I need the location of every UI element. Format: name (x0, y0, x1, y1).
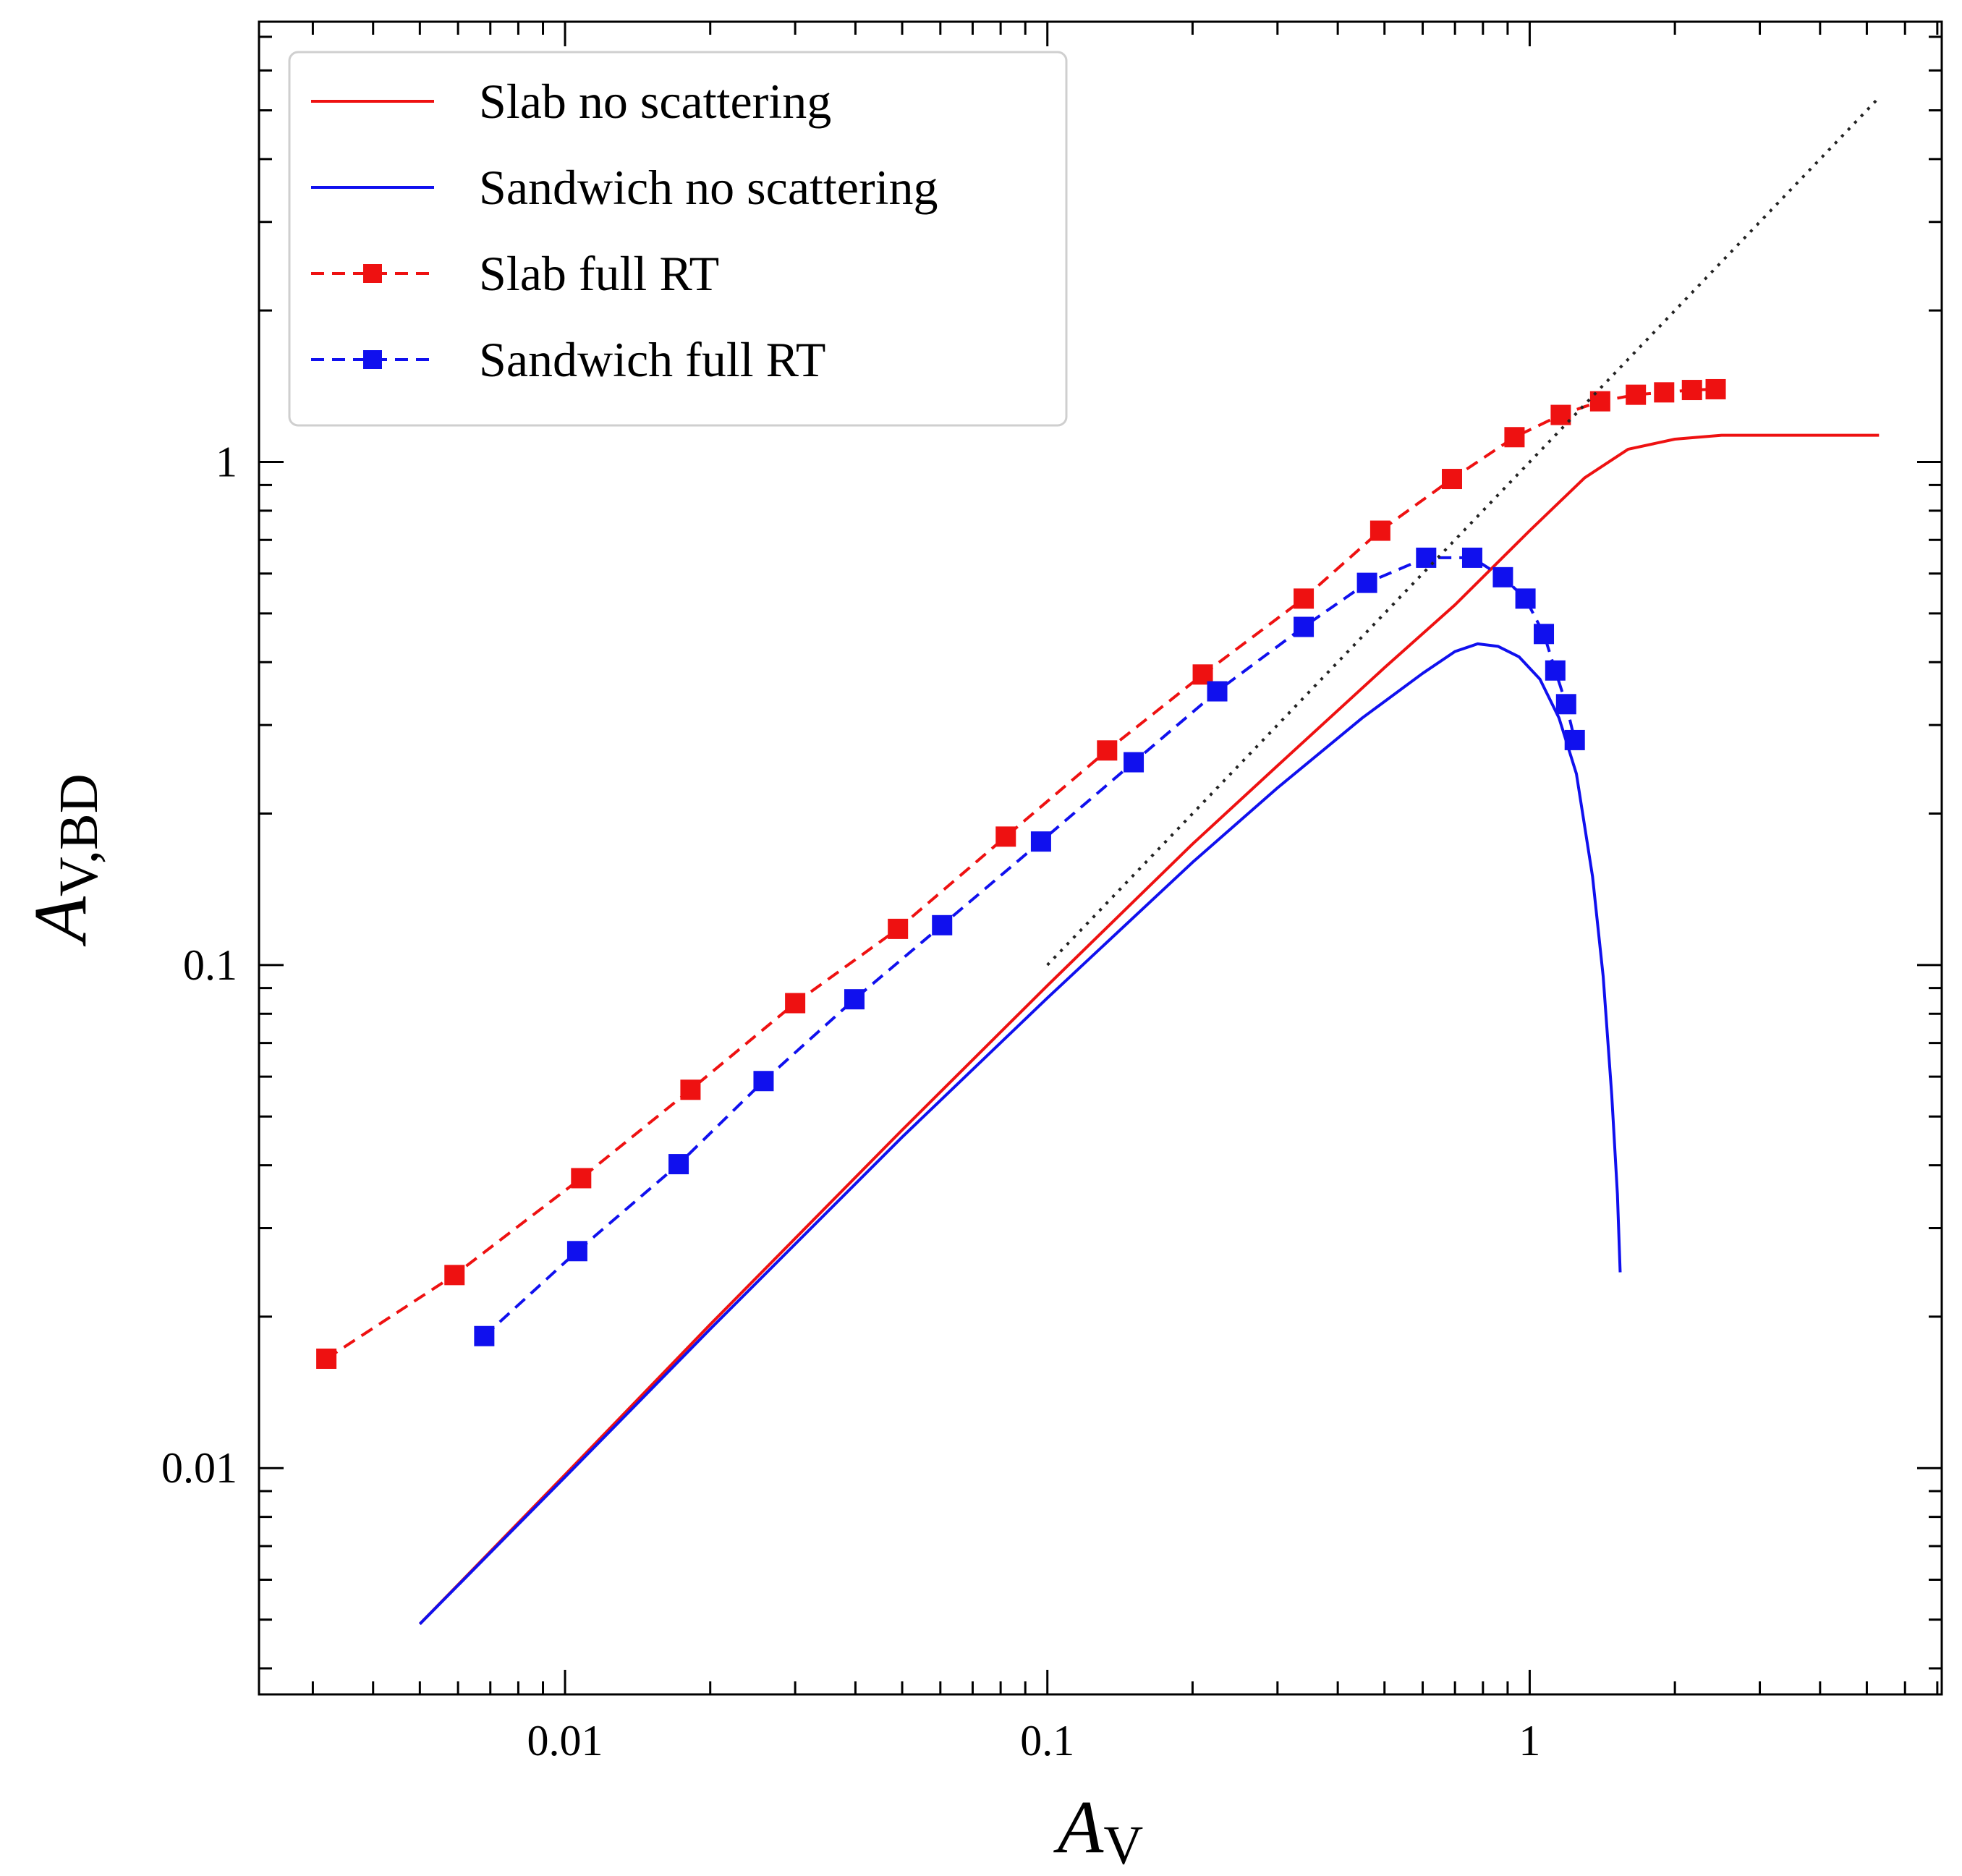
y-tick-label: 1 (216, 438, 237, 485)
series-layer (316, 96, 1880, 1626)
x-tick-label: 0.01 (527, 1717, 603, 1765)
series-marker-sandwich-full-rt (1461, 547, 1482, 568)
x-tick-label: 1 (1519, 1717, 1540, 1765)
series-marker-sandwich-full-rt (1492, 566, 1513, 587)
series-marker-sandwich-full-rt (1030, 831, 1051, 852)
plot-frame (258, 20, 1943, 1696)
series-marker-sandwich-full-rt (753, 1071, 774, 1092)
series-line-1-1-line (1046, 96, 1880, 967)
series-line-slab-full-rt (326, 388, 1716, 1360)
x-axis-label: AV (1053, 1786, 1144, 1876)
series-marker-sandwich-full-rt (474, 1325, 495, 1346)
series-line-slab-no-scattering (418, 433, 1880, 1626)
series-marker-sandwich-full-rt (1356, 572, 1377, 593)
axis-labels: 0.01 0.1 1 0.01 0.1 1 AV AV,BD (19, 438, 1540, 1876)
y-tick-label: 0.01 (161, 1444, 237, 1492)
legend-marker-sandwich-full-rt (363, 350, 382, 369)
legend-marker-slab-full-rt (363, 264, 382, 283)
series-marker-slab-full-rt (1626, 384, 1647, 405)
series-marker-slab-full-rt (995, 826, 1016, 847)
series-marker-sandwich-full-rt (1534, 624, 1555, 645)
series-marker-sandwich-full-rt (1555, 694, 1576, 715)
series-line-sandwich-full-rt (483, 556, 1576, 1338)
legend-label-sandwich-no-scattering: Sandwich no scattering (479, 160, 938, 215)
series-marker-slab-full-rt (888, 918, 909, 939)
series-marker-sandwich-full-rt (932, 914, 953, 935)
series-marker-slab-full-rt (1550, 404, 1571, 425)
series-marker-slab-full-rt (1294, 588, 1315, 609)
axis-ticks (259, 22, 1942, 1694)
y-axis-label: AV,BD (19, 773, 109, 946)
series-marker-slab-full-rt (1681, 380, 1702, 401)
series-marker-slab-full-rt (1369, 520, 1390, 541)
legend: Slab no scattering Sandwich no scattering… (288, 51, 1068, 427)
legend-label-sandwich-full-rt: Sandwich full RT (479, 332, 825, 387)
series-marker-sandwich-full-rt (1207, 681, 1228, 702)
legend-label-slab-full-rt: Slab full RT (479, 246, 719, 301)
series-marker-slab-full-rt (316, 1349, 337, 1370)
series-marker-slab-full-rt (1441, 469, 1462, 490)
series-marker-sandwich-full-rt (1545, 660, 1566, 681)
legend-label-slab-no-scattering: Slab no scattering (479, 74, 831, 129)
series-marker-sandwich-full-rt (668, 1154, 689, 1175)
series-marker-slab-full-rt (785, 993, 806, 1014)
series-marker-sandwich-full-rt (1124, 752, 1144, 773)
series-marker-sandwich-full-rt (566, 1241, 587, 1262)
series-marker-slab-full-rt (1654, 382, 1675, 403)
series-marker-sandwich-full-rt (1515, 588, 1536, 609)
legend-box (288, 51, 1068, 427)
series-marker-sandwich-full-rt (1294, 616, 1315, 637)
series-marker-slab-full-rt (1504, 427, 1525, 448)
y-tick-label: 0.1 (183, 941, 237, 989)
x-tick-label: 0.1 (1020, 1717, 1074, 1765)
series-marker-sandwich-full-rt (844, 989, 865, 1010)
series-marker-slab-full-rt (444, 1265, 465, 1286)
series-marker-slab-full-rt (1097, 740, 1118, 761)
series-marker-slab-full-rt (1705, 378, 1726, 399)
series-marker-sandwich-full-rt (1564, 729, 1585, 750)
series-marker-slab-full-rt (680, 1079, 701, 1100)
series-line-sandwich-no-scattering (418, 642, 1622, 1626)
series-marker-sandwich-full-rt (1416, 547, 1437, 568)
series-marker-slab-full-rt (571, 1168, 592, 1189)
series-marker-slab-full-rt (1589, 391, 1610, 412)
